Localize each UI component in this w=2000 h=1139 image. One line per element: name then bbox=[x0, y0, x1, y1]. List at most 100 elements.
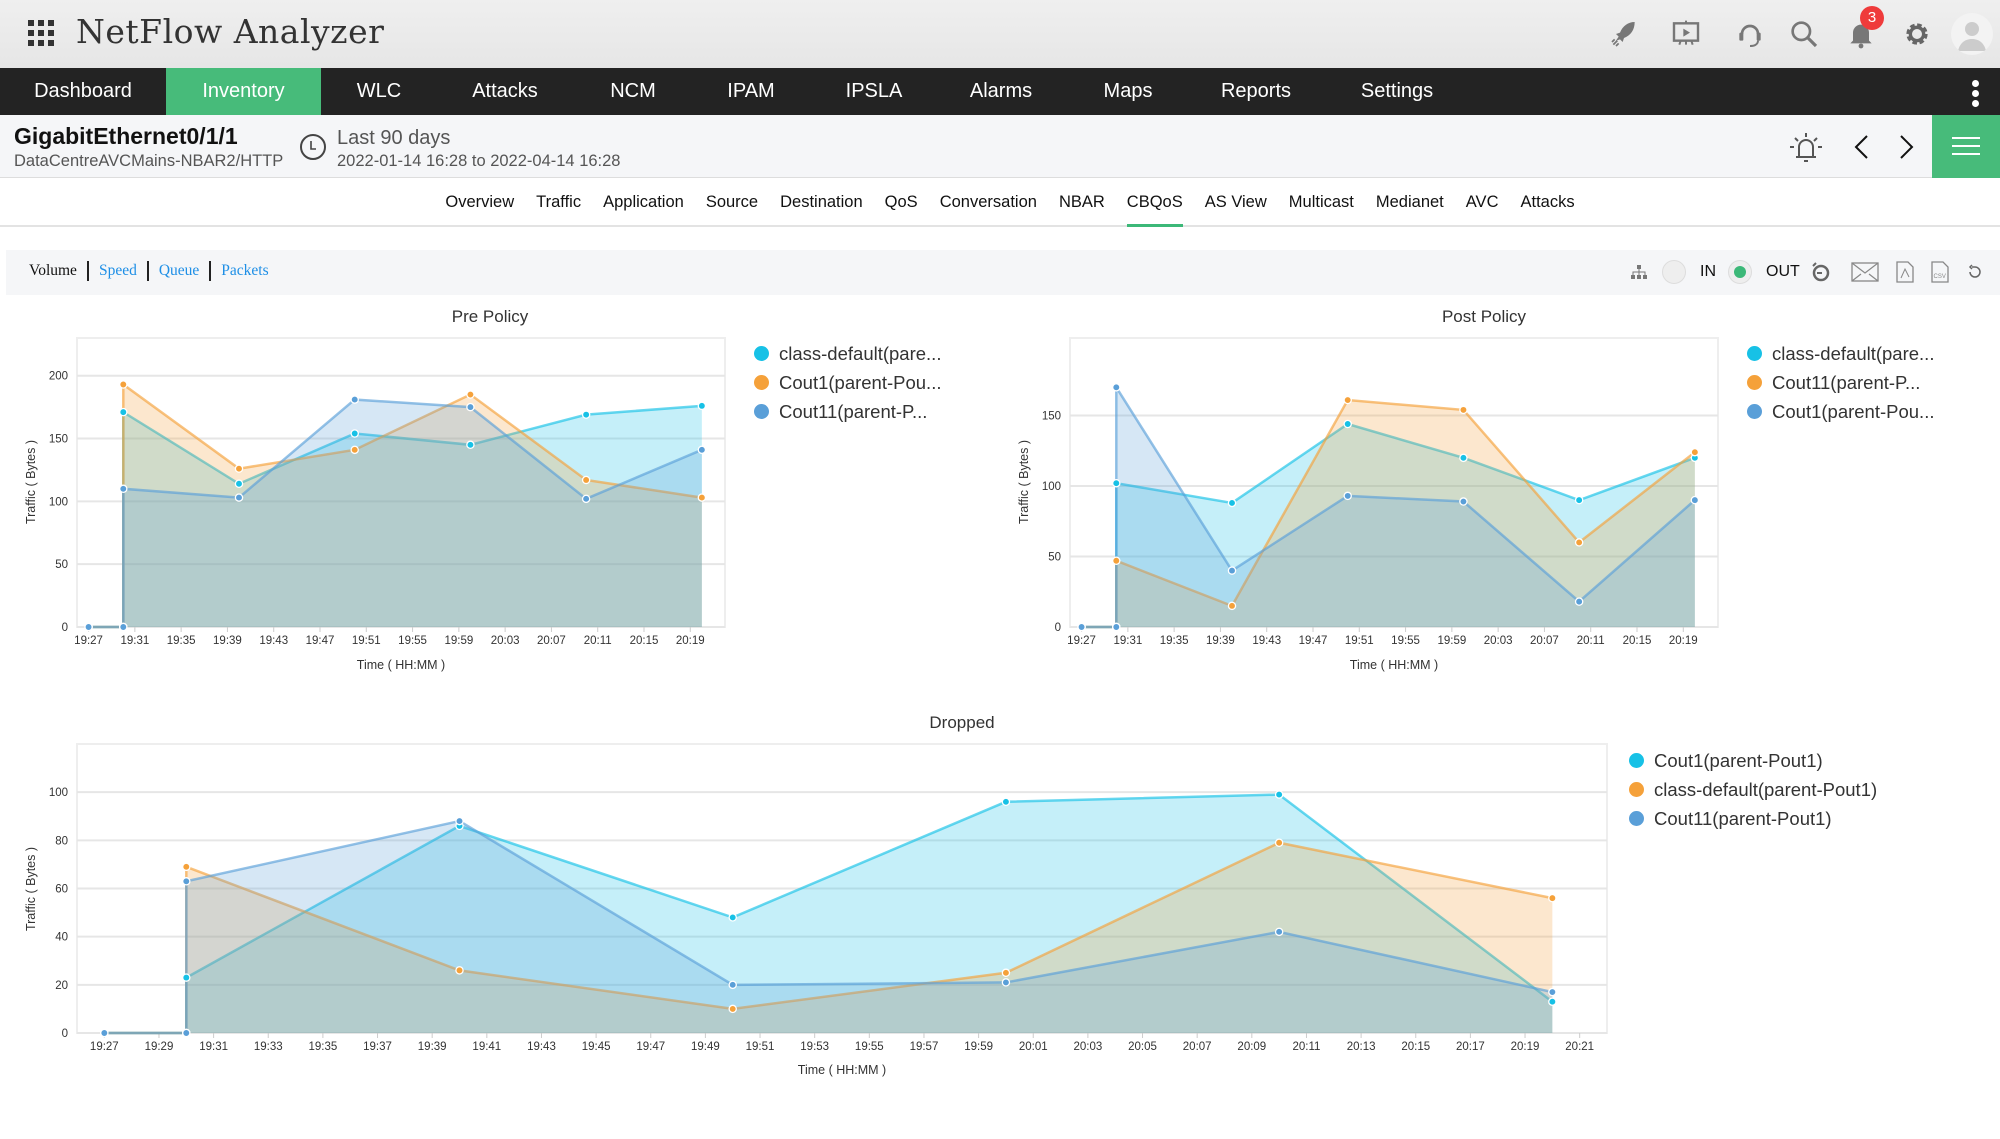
tab-nbar[interactable]: NBAR bbox=[1058, 193, 1105, 211]
data-point bbox=[697, 445, 707, 455]
data-point bbox=[182, 877, 191, 886]
x-tick-label: 19:55 bbox=[398, 635, 427, 647]
legend-item[interactable]: Cout1(parent-Pou... bbox=[754, 368, 941, 397]
x-tick-label: 19:43 bbox=[527, 1041, 556, 1053]
x-tick-label: 20:03 bbox=[1074, 1041, 1103, 1053]
avatar[interactable] bbox=[1951, 13, 1993, 55]
tab-attacks[interactable]: Attacks bbox=[1520, 193, 1575, 211]
notification-badge[interactable]: 3 bbox=[1860, 6, 1884, 30]
legend-item[interactable]: class-default(pare... bbox=[754, 339, 941, 368]
nav-ipsla[interactable]: IPSLA bbox=[845, 80, 903, 102]
refresh-icon[interactable] bbox=[1967, 258, 1983, 286]
nav-alarms[interactable]: Alarms bbox=[969, 80, 1033, 102]
sitemap-icon[interactable] bbox=[1630, 258, 1648, 286]
gear-icon[interactable] bbox=[1899, 16, 1935, 52]
y-tick-label: 60 bbox=[55, 884, 68, 896]
tab-application[interactable]: Application bbox=[603, 193, 684, 211]
alarm-bell-icon[interactable] bbox=[1786, 129, 1826, 170]
data-point bbox=[1459, 405, 1468, 415]
time-period[interactable]: Last 90 days bbox=[337, 127, 451, 149]
schedule-icon[interactable] bbox=[1810, 258, 1832, 286]
nav-wlc[interactable]: WLC bbox=[356, 80, 402, 102]
legend-label: Cout1(parent-Pou... bbox=[779, 371, 942, 393]
tab-as-view[interactable]: AS View bbox=[1204, 193, 1267, 211]
dropped-legend: Cout1(parent-Pout1) class-default(parent… bbox=[1629, 746, 1877, 833]
series-area-0 bbox=[1081, 423, 1695, 627]
metric-packets[interactable]: Packets bbox=[221, 262, 269, 280]
series-line-2 bbox=[88, 398, 703, 629]
y-tick-label: 200 bbox=[49, 371, 68, 383]
bell-icon[interactable] bbox=[1843, 16, 1879, 52]
x-tick-label: 20:19 bbox=[1511, 1041, 1540, 1053]
more-options-icon[interactable] bbox=[1972, 80, 1980, 110]
tab-conversation[interactable]: Conversation bbox=[939, 193, 1037, 211]
post-policy-title: Post Policy bbox=[1441, 307, 1527, 326]
legend-label: class-default(pare... bbox=[779, 342, 942, 364]
metric-queue[interactable]: Queue bbox=[158, 262, 200, 280]
nav-settings[interactable]: Settings bbox=[1360, 80, 1434, 102]
x-tick-label: 20:01 bbox=[1019, 1041, 1048, 1053]
nav-inventory[interactable]: Inventory bbox=[166, 68, 321, 115]
data-point bbox=[1274, 790, 1284, 799]
data-point bbox=[182, 1028, 191, 1038]
clock-icon[interactable] bbox=[300, 134, 326, 160]
nav-maps[interactable]: Maps bbox=[1103, 80, 1153, 102]
divider bbox=[209, 261, 212, 281]
app-title: NetFlow Analyzer bbox=[76, 12, 385, 51]
post-policy-legend: class-default(pare... Cout11(parent-P...… bbox=[1747, 339, 1934, 426]
tab-medianet[interactable]: Medianet bbox=[1375, 193, 1444, 211]
headset-icon[interactable] bbox=[1732, 16, 1768, 52]
data-point bbox=[581, 410, 591, 419]
legend-item[interactable]: class-default(parent-Pout1) bbox=[1629, 775, 1877, 804]
out-radio[interactable] bbox=[1728, 258, 1752, 286]
data-point bbox=[119, 407, 128, 417]
tab-source[interactable]: Source bbox=[705, 193, 759, 211]
y-tick-label: 150 bbox=[49, 434, 68, 446]
tab-multicast[interactable]: Multicast bbox=[1288, 193, 1354, 211]
tab-qos[interactable]: QoS bbox=[884, 193, 918, 211]
presentation-icon[interactable] bbox=[1668, 16, 1704, 52]
apps-grid-icon[interactable] bbox=[28, 20, 54, 46]
legend-item[interactable]: Cout1(parent-Pou... bbox=[1747, 397, 1934, 426]
nav-attacks[interactable]: Attacks bbox=[472, 80, 538, 102]
nav-dashboard[interactable]: Dashboard bbox=[34, 80, 132, 102]
in-label: IN bbox=[1700, 263, 1716, 280]
nav-reports[interactable]: Reports bbox=[1220, 80, 1292, 102]
tab-traffic[interactable]: Traffic bbox=[536, 193, 582, 211]
y-tick-label: 0 bbox=[62, 1028, 68, 1040]
legend-item[interactable]: class-default(pare... bbox=[1747, 339, 1934, 368]
previous-icon[interactable] bbox=[1852, 133, 1872, 166]
pre-policy-chart: 0 50 100 150 200 19:27 19:31 19:35 19:39 19:43 19:… bbox=[49, 337, 726, 647]
legend-item[interactable]: Cout11(parent-Pout1) bbox=[1629, 804, 1877, 833]
data-point bbox=[1112, 622, 1121, 632]
legend-item[interactable]: Cout11(parent-P... bbox=[1747, 368, 1934, 397]
tab-cbqos[interactable]: CBQoS bbox=[1126, 178, 1183, 227]
email-icon[interactable] bbox=[1851, 258, 1879, 286]
tab-destination[interactable]: Destination bbox=[780, 193, 863, 211]
series-area-1 bbox=[88, 384, 702, 627]
y-tick-label: 50 bbox=[55, 559, 68, 571]
hamburger-menu-button[interactable] bbox=[1932, 115, 2000, 178]
csv-icon[interactable]: CSV bbox=[1931, 258, 1949, 286]
pdf-icon[interactable] bbox=[1896, 258, 1914, 286]
data-point bbox=[697, 401, 707, 411]
svg-text:CSV: CSV bbox=[1934, 274, 1946, 280]
rocket-icon[interactable] bbox=[1606, 16, 1642, 52]
series-area-1 bbox=[104, 842, 1553, 1033]
series-line-2 bbox=[1081, 383, 1696, 629]
nav-ncm[interactable]: NCM bbox=[610, 80, 656, 102]
metric-volume[interactable]: Volume bbox=[29, 262, 77, 280]
x-tick-label: 19:43 bbox=[259, 635, 288, 647]
legend-item[interactable]: Cout11(parent-P... bbox=[754, 397, 941, 426]
tab-avc[interactable]: AVC bbox=[1465, 193, 1499, 211]
legend-item[interactable]: Cout1(parent-Pout1) bbox=[1629, 746, 1877, 775]
x-tick-label: 20:13 bbox=[1347, 1041, 1376, 1053]
post-policy-chart: 0 50 100 150 19:27 19:31 19:35 19:39 19:43 19:47 1… bbox=[1042, 337, 1719, 647]
next-icon[interactable] bbox=[1896, 133, 1916, 166]
metric-speed[interactable]: Speed bbox=[98, 262, 137, 280]
tab-overview[interactable]: Overview bbox=[445, 193, 515, 211]
nav-ipam[interactable]: IPAM bbox=[727, 80, 775, 102]
search-icon[interactable] bbox=[1786, 16, 1822, 52]
in-radio[interactable] bbox=[1662, 258, 1686, 286]
